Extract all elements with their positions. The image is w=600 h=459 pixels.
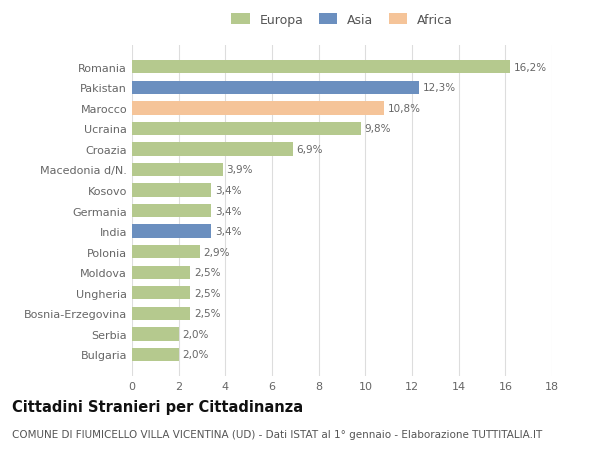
Bar [132, 286, 190, 300]
Text: 3,4%: 3,4% [215, 185, 241, 196]
Legend: Europa, Asia, Africa: Europa, Asia, Africa [231, 13, 453, 27]
Bar [132, 307, 190, 320]
Bar [132, 266, 190, 280]
Bar [132, 102, 384, 115]
Text: 2,5%: 2,5% [194, 268, 220, 278]
Text: 3,9%: 3,9% [227, 165, 253, 175]
Text: Cittadini Stranieri per Cittadinanza: Cittadini Stranieri per Cittadinanza [12, 399, 303, 414]
Bar [132, 204, 211, 218]
Bar [132, 81, 419, 95]
Bar [132, 348, 179, 361]
Bar [132, 328, 179, 341]
Bar [132, 246, 200, 259]
Text: 2,5%: 2,5% [194, 288, 220, 298]
Bar [132, 184, 211, 197]
Text: 3,4%: 3,4% [215, 227, 241, 237]
Text: 10,8%: 10,8% [388, 104, 421, 113]
Bar [132, 163, 223, 177]
Bar [132, 123, 361, 136]
Bar [132, 61, 510, 74]
Text: 9,8%: 9,8% [364, 124, 391, 134]
Text: 16,2%: 16,2% [514, 62, 547, 73]
Bar [132, 143, 293, 156]
Text: 2,5%: 2,5% [194, 309, 220, 319]
Text: 12,3%: 12,3% [422, 83, 455, 93]
Text: 3,4%: 3,4% [215, 206, 241, 216]
Bar [132, 225, 211, 238]
Text: 6,9%: 6,9% [296, 145, 323, 155]
Text: 2,0%: 2,0% [182, 350, 209, 360]
Text: 2,9%: 2,9% [203, 247, 230, 257]
Text: 2,0%: 2,0% [182, 329, 209, 339]
Text: COMUNE DI FIUMICELLO VILLA VICENTINA (UD) - Dati ISTAT al 1° gennaio - Elaborazi: COMUNE DI FIUMICELLO VILLA VICENTINA (UD… [12, 429, 542, 439]
